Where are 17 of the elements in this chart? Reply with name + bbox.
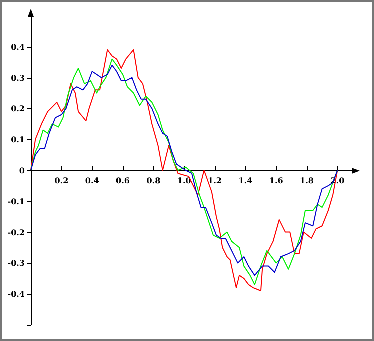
x-tick-label: 1.2 [208,176,222,186]
x-tick-label: 1.6 [269,176,284,186]
x-tick-label: 1.4 [238,176,254,186]
x-tick-label: 0.8 [146,176,162,186]
x-tick-label: 0.6 [116,176,130,186]
y-tick-label: 0.3 [11,72,26,83]
y-tick-label: -0.2 [8,227,25,238]
y-tick-label: -0.3 [8,258,26,268]
y-tick-label: -0.4 [8,289,26,300]
x-tick-label: 1.8 [300,176,314,186]
y-tick-label: 0.1 [11,134,25,145]
y-tick-label: -0.1 [8,196,25,206]
x-tick-label: 0.2 [54,176,69,186]
y-tick-label: 0 [19,166,26,176]
y-tick-label: 0.2 [11,104,25,114]
y-tick-label: 0.4 [11,42,26,52]
x-tick-label: 0.4 [85,176,100,186]
